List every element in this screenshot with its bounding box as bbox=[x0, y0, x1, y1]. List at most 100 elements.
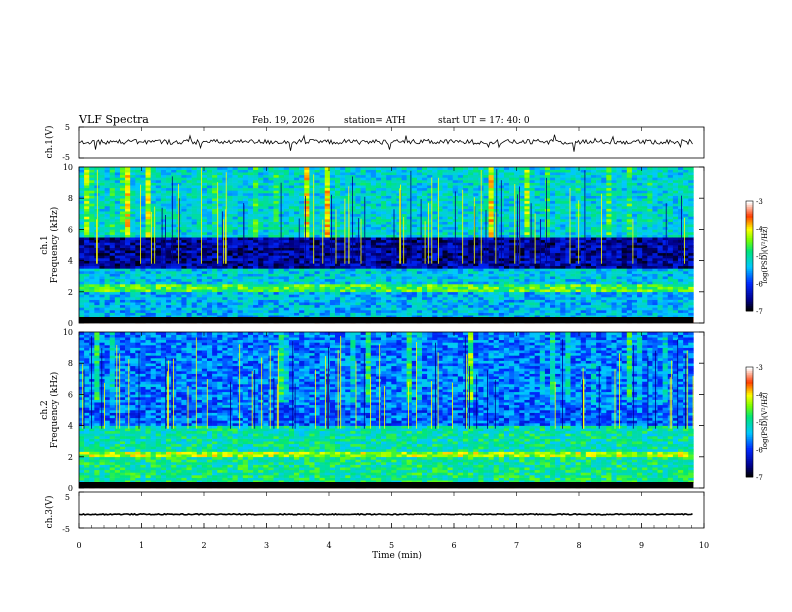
spectrogram-cell bbox=[304, 281, 310, 285]
spectrogram-cell bbox=[473, 200, 479, 204]
spectrogram-cell bbox=[442, 278, 448, 282]
spectrogram-cell bbox=[375, 224, 382, 228]
spectrogram-cell bbox=[130, 206, 136, 209]
spectrogram-cell bbox=[345, 297, 351, 300]
spectrogram-cell bbox=[135, 276, 141, 280]
spectrogram-cell bbox=[386, 195, 392, 199]
spectrogram-cell bbox=[391, 265, 397, 269]
spectrogram-cell bbox=[109, 221, 116, 225]
spectrogram-cell bbox=[206, 198, 213, 202]
spectrogram-cell bbox=[370, 237, 377, 241]
spectrogram-cell bbox=[381, 273, 387, 277]
spectrogram-cell bbox=[345, 276, 351, 280]
spectrogram-cell bbox=[191, 187, 198, 191]
spectrogram-cell bbox=[447, 302, 454, 306]
spectrogram-cell bbox=[171, 263, 177, 267]
spectrogram-cell bbox=[493, 294, 500, 298]
spectrogram-cell bbox=[294, 239, 300, 243]
spectrogram-cell bbox=[176, 172, 182, 176]
spectrogram-cell bbox=[319, 200, 326, 204]
spectrogram-cell bbox=[125, 174, 131, 178]
spectrogram-cell bbox=[468, 237, 474, 241]
spectrogram-cell bbox=[171, 177, 177, 181]
spectrogram-cell bbox=[447, 169, 454, 173]
spectrogram-cell bbox=[145, 268, 151, 272]
spectrogram-cell bbox=[201, 315, 208, 319]
spectrogram-cell bbox=[294, 242, 300, 246]
spectrogram-cell bbox=[84, 268, 90, 272]
spectrogram-cell bbox=[171, 315, 177, 319]
spectrogram-cell bbox=[135, 232, 141, 235]
spectrogram-cell bbox=[253, 185, 259, 189]
spectrogram-cell bbox=[135, 216, 141, 220]
spectrogram-cell bbox=[84, 232, 90, 235]
spectrogram-cell bbox=[370, 198, 377, 202]
spectrogram-cell bbox=[452, 182, 459, 186]
spectrogram-cell bbox=[273, 185, 279, 189]
spectrogram-cell bbox=[334, 200, 341, 204]
spectrogram-cell bbox=[334, 299, 341, 303]
spectrogram-cell bbox=[483, 315, 489, 319]
spectrogram-cell bbox=[171, 206, 177, 209]
spectrogram-cell bbox=[288, 211, 295, 215]
spectrogram-cell bbox=[432, 310, 438, 313]
spectrogram-cell bbox=[191, 250, 198, 254]
spectrogram-cell bbox=[473, 273, 479, 277]
spectrogram-cell bbox=[227, 304, 233, 308]
spectrogram-cell bbox=[191, 239, 198, 243]
spectrogram-cell bbox=[447, 226, 454, 230]
spectrogram-cell bbox=[340, 195, 346, 199]
spectrogram-cell bbox=[268, 302, 274, 306]
spectrogram-cell bbox=[258, 195, 264, 199]
spectrogram-cell bbox=[283, 237, 290, 241]
spectrogram-cell bbox=[329, 291, 336, 295]
spectrogram-cell bbox=[222, 310, 228, 313]
spectrogram-cell bbox=[160, 289, 167, 293]
spectrogram-cell bbox=[191, 304, 198, 308]
spectrogram-cell bbox=[355, 211, 361, 215]
spectrogram-cell bbox=[258, 229, 264, 233]
spectrogram-cell bbox=[442, 219, 448, 222]
spectrogram-cell bbox=[171, 245, 177, 248]
spectrogram-cell bbox=[314, 174, 320, 178]
spectrogram-cell bbox=[247, 286, 254, 290]
spectrogram-cell bbox=[140, 237, 146, 241]
spectrogram-cell bbox=[191, 226, 198, 230]
spectrogram-cell bbox=[283, 291, 290, 295]
spectrogram-cell bbox=[217, 245, 223, 248]
spectrogram-cell bbox=[422, 187, 428, 191]
spectrogram-cell bbox=[294, 250, 300, 254]
spectrogram-cell bbox=[258, 200, 264, 204]
spectrogram-cell bbox=[299, 193, 305, 196]
spectrogram-cell bbox=[253, 219, 259, 222]
spectrogram-cell bbox=[125, 198, 131, 202]
spectrogram-cell bbox=[319, 219, 326, 222]
spectrogram-cell bbox=[473, 250, 479, 254]
spectrogram-cell bbox=[329, 289, 336, 293]
spectrogram-cell bbox=[247, 185, 254, 189]
spectrogram-cell bbox=[186, 255, 192, 259]
spectrogram-cell bbox=[442, 294, 448, 298]
spectrogram-cell bbox=[329, 167, 336, 170]
spectrogram-cell bbox=[391, 198, 397, 202]
spectrogram-cell bbox=[278, 278, 285, 282]
spectrogram-cell bbox=[232, 232, 239, 235]
spectrogram-cell bbox=[488, 174, 494, 178]
spectrogram-cell bbox=[150, 211, 157, 215]
spectrogram-cell bbox=[119, 294, 126, 298]
spectrogram-cell bbox=[222, 187, 228, 191]
spectrogram-cell bbox=[468, 232, 474, 235]
spectrogram-cell bbox=[273, 271, 279, 274]
spectrogram-cell bbox=[130, 216, 136, 220]
date-label: Feb. 19, 2026 bbox=[252, 116, 315, 126]
spectrogram-cell bbox=[381, 291, 387, 295]
spectrogram-cell bbox=[432, 211, 438, 215]
spectrogram-cell bbox=[427, 216, 433, 220]
spectrogram-cell bbox=[488, 219, 494, 222]
spectrogram-cell bbox=[155, 271, 162, 274]
spectrogram-cell bbox=[442, 265, 448, 269]
spectrogram-cell bbox=[340, 315, 346, 319]
spectrogram-cell bbox=[498, 271, 505, 274]
spectrogram-cell bbox=[263, 174, 269, 178]
spectrogram-cell bbox=[483, 200, 489, 204]
